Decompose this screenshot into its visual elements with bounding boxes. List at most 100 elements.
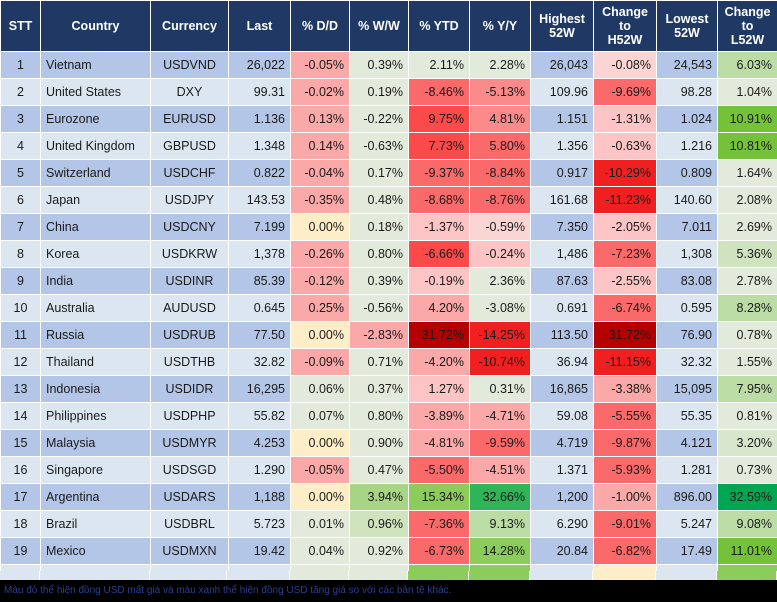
column-header-change-to-h52w[interactable]: Change to H52W [593, 0, 657, 52]
cell-country: Singapore [40, 456, 151, 484]
cell-last: 7.199 [228, 213, 291, 241]
cell-pct-ww: -0.56% [349, 294, 409, 322]
cell-last: 0.822 [228, 159, 291, 187]
column-header-pct-ytd[interactable]: % YTD [408, 0, 470, 52]
cell-lowest-52w: 1.216 [656, 132, 718, 160]
cell-pct-ytd: 15.34% [408, 483, 470, 511]
cell-country: Russia [40, 321, 151, 349]
cell-last: 99.31 [228, 78, 291, 106]
cell-currency: USDSGD [150, 456, 229, 484]
cell-highest-52w: 113.50 [530, 321, 594, 349]
cell-stt: 3 [0, 105, 41, 133]
cell-change-to-l52w: 2.08% [717, 186, 777, 214]
cell-country: Mexico [40, 537, 151, 565]
table-row: 8 Korea USDKRW 1,378 -0.26% 0.80% -6.66% -0.24%… [0, 240, 777, 268]
cell-highest-52w: 1.356 [530, 132, 594, 160]
cell-highest-52w: 1.151 [530, 105, 594, 133]
cell-lowest-52w: 17.49 [656, 537, 718, 565]
cell-change-to-l52w: 6.03% [717, 51, 777, 79]
column-header-change-to-l52w[interactable]: Change to L52W [717, 0, 777, 52]
column-header-last[interactable]: Last [228, 0, 291, 52]
cell-lowest-52w: 15,095 [656, 375, 718, 403]
table-body: 1 Vietnam USDVND 26,022 -0.05% 0.39% 2.11% 2.28… [0, 51, 777, 592]
cell-pct-ww: 0.47% [349, 456, 409, 484]
footer-strip-segment [716, 571, 777, 580]
cell-change-to-h52w: -10.29% [593, 159, 657, 187]
cell-pct-ytd: 4.20% [408, 294, 470, 322]
column-header-pct-yy[interactable]: % Y/Y [469, 0, 531, 52]
cell-pct-ytd: -0.19% [408, 267, 470, 295]
cell-change-to-l52w: 10.91% [717, 105, 777, 133]
header-line-1: Highest [539, 12, 585, 26]
column-header-pct-dd[interactable]: % D/D [290, 0, 350, 52]
cell-pct-dd: 0.25% [290, 294, 350, 322]
cell-change-to-l52w: 9.08% [717, 510, 777, 538]
cell-stt: 2 [0, 78, 41, 106]
cell-currency: USDVND [150, 51, 229, 79]
column-header-currency[interactable]: Currency [150, 0, 229, 52]
cell-last: 4.253 [228, 429, 291, 457]
footer-strip-segment [468, 571, 530, 580]
cell-pct-yy: -0.59% [469, 213, 531, 241]
table-row: 13 Indonesia USDIDR 16,295 0.06% 0.37% 1.27% 0.… [0, 375, 777, 403]
cell-pct-ytd: -31.72% [408, 321, 470, 349]
cell-stt: 8 [0, 240, 41, 268]
cell-pct-ww: 0.19% [349, 78, 409, 106]
cell-country: Argentina [40, 483, 151, 511]
cell-currency: GBPUSD [150, 132, 229, 160]
cell-highest-52w: 1,486 [530, 240, 594, 268]
footer-legend-note: Màu đỏ thể hiện đồng USD mất giá và màu … [0, 580, 777, 602]
cell-lowest-52w: 32.32 [656, 348, 718, 376]
column-header-lowest-52w[interactable]: Lowest 52W [656, 0, 718, 52]
cell-pct-ww: 0.48% [349, 186, 409, 214]
cell-pct-ytd: 7.73% [408, 132, 470, 160]
column-header-country[interactable]: Country [40, 0, 151, 52]
cell-currency: USDARS [150, 483, 229, 511]
cell-change-to-h52w: -0.08% [593, 51, 657, 79]
cell-stt: 17 [0, 483, 41, 511]
cell-highest-52w: 16,865 [530, 375, 594, 403]
header-line-2: to [741, 19, 754, 33]
cell-country: United States [40, 78, 151, 106]
cell-stt: 12 [0, 348, 41, 376]
cell-pct-ww: 0.37% [349, 375, 409, 403]
cell-last: 1,378 [228, 240, 291, 268]
cell-currency: USDINR [150, 267, 229, 295]
cell-last: 1.290 [228, 456, 291, 484]
cell-lowest-52w: 7.011 [656, 213, 718, 241]
cell-last: 1.348 [228, 132, 291, 160]
cell-pct-dd: 0.13% [290, 105, 350, 133]
cell-change-to-h52w: -1.00% [593, 483, 657, 511]
cell-country: Thailand [40, 348, 151, 376]
cell-last: 1.136 [228, 105, 291, 133]
cell-stt: 16 [0, 456, 41, 484]
cell-change-to-l52w: 1.64% [717, 159, 777, 187]
cell-change-to-l52w: 1.55% [717, 348, 777, 376]
cell-currency: USDCNY [150, 213, 229, 241]
column-header-pct-ww[interactable]: % W/W [349, 0, 409, 52]
cell-last: 5.723 [228, 510, 291, 538]
cell-pct-dd: 0.00% [290, 213, 350, 241]
footer-strip-segment [0, 571, 41, 580]
cell-country: Malaysia [40, 429, 151, 457]
table-row: 1 Vietnam USDVND 26,022 -0.05% 0.39% 2.11% 2.28… [0, 51, 777, 79]
cell-pct-yy: -8.84% [469, 159, 531, 187]
cell-pct-dd: -0.09% [290, 348, 350, 376]
cell-pct-yy: -8.76% [469, 186, 531, 214]
cell-country: Philippines [40, 402, 151, 430]
cell-pct-ww: 0.92% [349, 537, 409, 565]
cell-change-to-h52w: -7.23% [593, 240, 657, 268]
column-header-highest-52w[interactable]: Highest 52W [530, 0, 594, 52]
header-line-2: 52W [549, 26, 575, 40]
cell-pct-dd: 0.01% [290, 510, 350, 538]
cell-country: Switzerland [40, 159, 151, 187]
cell-pct-ww: -0.63% [349, 132, 409, 160]
cell-pct-ww: 0.71% [349, 348, 409, 376]
table-row: 15 Malaysia USDMYR 4.253 0.00% 0.90% -4.81% -9.… [0, 429, 777, 457]
column-header-stt[interactable]: STT [0, 0, 41, 52]
cell-currency: USDBRL [150, 510, 229, 538]
header-line-1: Lowest [665, 12, 709, 26]
cell-change-to-l52w: 32.59% [717, 483, 777, 511]
cell-pct-yy: 2.28% [469, 51, 531, 79]
cell-country: Eurozone [40, 105, 151, 133]
